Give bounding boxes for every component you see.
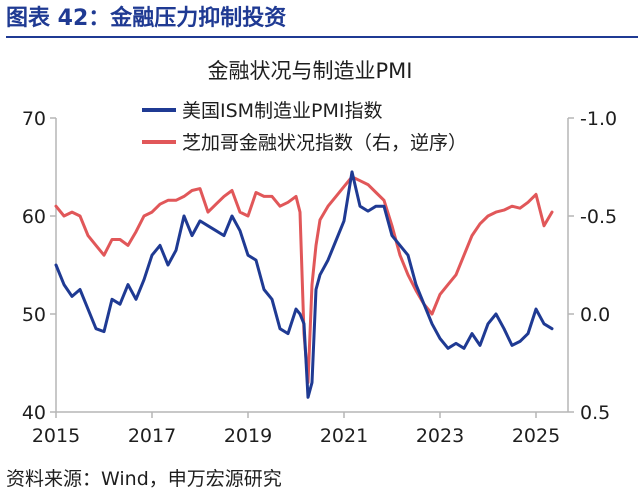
x-axis-ticks: 2015 2017 2019 2021 2023 2025 (32, 412, 560, 447)
y-left-tick-label: 70 (22, 108, 46, 130)
legend: 美国ISM制造业PMI指数 芝加哥金融状况指数（右，逆序） (142, 100, 467, 154)
x-tick-label: 2015 (32, 425, 80, 447)
chart: 金融状况与制造业PMI 美国ISM制造业PMI指数 芝加哥金融状况指数（右，逆序… (22, 59, 617, 447)
source-note: 资料来源：Wind，申万宏源研究 (6, 468, 282, 490)
chart-title: 金融状况与制造业PMI (208, 59, 413, 83)
x-tick-label: 2017 (128, 425, 176, 447)
figure-title: 图表 42：金融压力抑制投资 (6, 6, 287, 31)
x-tick-label: 2019 (224, 425, 272, 447)
legend-label-pmi: 美国ISM制造业PMI指数 (182, 100, 383, 122)
y-axis-right-ticks: -1.0 -0.5 0.0 0.5 (568, 108, 617, 424)
y-right-tick-label: 0.5 (580, 402, 610, 424)
x-tick-label: 2025 (512, 425, 560, 447)
series-layer (54, 170, 554, 399)
series-line-fci (54, 175, 554, 385)
y-axis-left-ticks: 40 50 60 70 (22, 108, 56, 424)
series-line-pmi (54, 170, 554, 399)
x-tick-label: 2023 (416, 425, 464, 447)
y-left-tick-label: 50 (22, 304, 46, 326)
y-right-tick-label: -1.0 (580, 108, 617, 130)
y-right-tick-label: -0.5 (580, 206, 617, 228)
y-right-tick-label: 0.0 (580, 304, 610, 326)
x-tick-label: 2021 (320, 425, 368, 447)
y-left-tick-label: 40 (22, 402, 46, 424)
legend-label-fci: 芝加哥金融状况指数（右，逆序） (182, 132, 467, 154)
figure-header: 图表 42：金融压力抑制投资 (6, 4, 638, 38)
y-left-tick-label: 60 (22, 206, 46, 228)
